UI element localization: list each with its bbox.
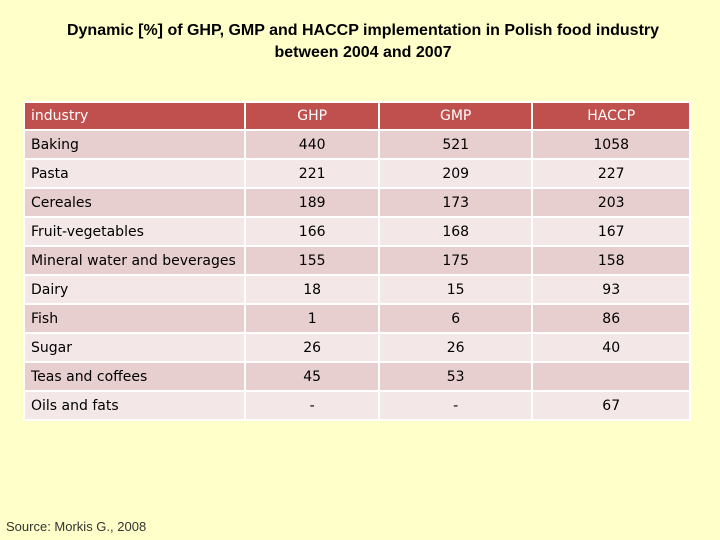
haccp-cell: 167 [531,216,691,247]
industry-cell: Pasta [22,158,247,189]
ghp-cell: 26 [244,332,380,363]
ghp-cell: 1 [244,303,380,334]
table-row: Teas and coffees 45 53 [22,361,691,392]
header-ghp: GHP [244,101,380,131]
haccp-cell: 203 [531,187,691,218]
gmp-cell: 175 [377,245,534,276]
haccp-cell: 67 [531,390,691,421]
industry-cell: Dairy [22,274,247,305]
table-row: Oils and fats - -67 [22,390,691,421]
table-body: Baking 440 521 1058 Pasta 221 209 227 Cereales 18… [22,129,691,421]
ghp-cell: 166 [244,216,380,247]
gmp-cell: 209 [377,158,534,189]
header-haccp: HACCP [531,101,691,131]
haccp-cell: 227 [531,158,691,189]
gmp-cell: 53 [377,361,534,392]
haccp-cell: 1058 [531,129,691,160]
header-industry: industry [22,101,247,131]
data-table: industry GHP GMP HACCP Baking 440 521 1058 P… [22,101,691,421]
table-row: Fish 1 6 86 [22,303,691,334]
haccp-cell: 86 [531,303,691,334]
table-header-row: industry GHP GMP HACCP [22,101,691,131]
table-row: Pasta 221 209 227 [22,158,691,189]
gmp-cell: 521 [377,129,534,160]
industry-cell: Mineral water and beverages [22,245,247,276]
header-gmp: GMP [377,101,534,131]
source-note: Source: Morkis G., 2008 [6,519,147,534]
chart-title-line-1: Dynamic [%] of GHP, GMP and HACCP implem… [66,22,660,39]
haccp-cell [531,361,691,392]
industry-cell: Cereales [22,187,247,218]
ghp-cell: 45 [244,361,380,392]
ghp-cell: 221 [244,158,380,189]
ghp-cell: 440 [244,129,380,160]
table-row: Dairy 18 15 93 [22,274,691,305]
industry-cell: Oils and fats [22,390,247,421]
ghp-cell: - [244,390,380,421]
haccp-cell: 40 [531,332,691,363]
industry-cell: Fruit-vegetables [22,216,247,247]
industry-cell: Baking [22,129,247,160]
chart-title-line-2: between 2004 and 2007 [274,44,452,61]
chart-title: Dynamic [%] of GHP, GMP and HACCP implem… [0,20,720,64]
table-row: Sugar 26 26 40 [22,332,691,363]
industry-cell: Fish [22,303,247,334]
ghp-cell: 155 [244,245,380,276]
table-row: Baking 440 521 1058 [22,129,691,160]
gmp-cell: 6 [377,303,534,334]
table-row: Mineral water and beverages 155 175 158 [22,245,691,276]
haccp-cell: 93 [531,274,691,305]
ghp-cell: 18 [244,274,380,305]
table-row: Cereales 189 173 203 [22,187,691,218]
gmp-cell: - [377,390,534,421]
table-row: Fruit-vegetables 166 168 167 [22,216,691,247]
industry-cell: Teas and coffees [22,361,247,392]
industry-cell: Sugar [22,332,247,363]
gmp-cell: 15 [377,274,534,305]
gmp-cell: 26 [377,332,534,363]
ghp-cell: 189 [244,187,380,218]
haccp-cell: 158 [531,245,691,276]
gmp-cell: 168 [377,216,534,247]
gmp-cell: 173 [377,187,534,218]
